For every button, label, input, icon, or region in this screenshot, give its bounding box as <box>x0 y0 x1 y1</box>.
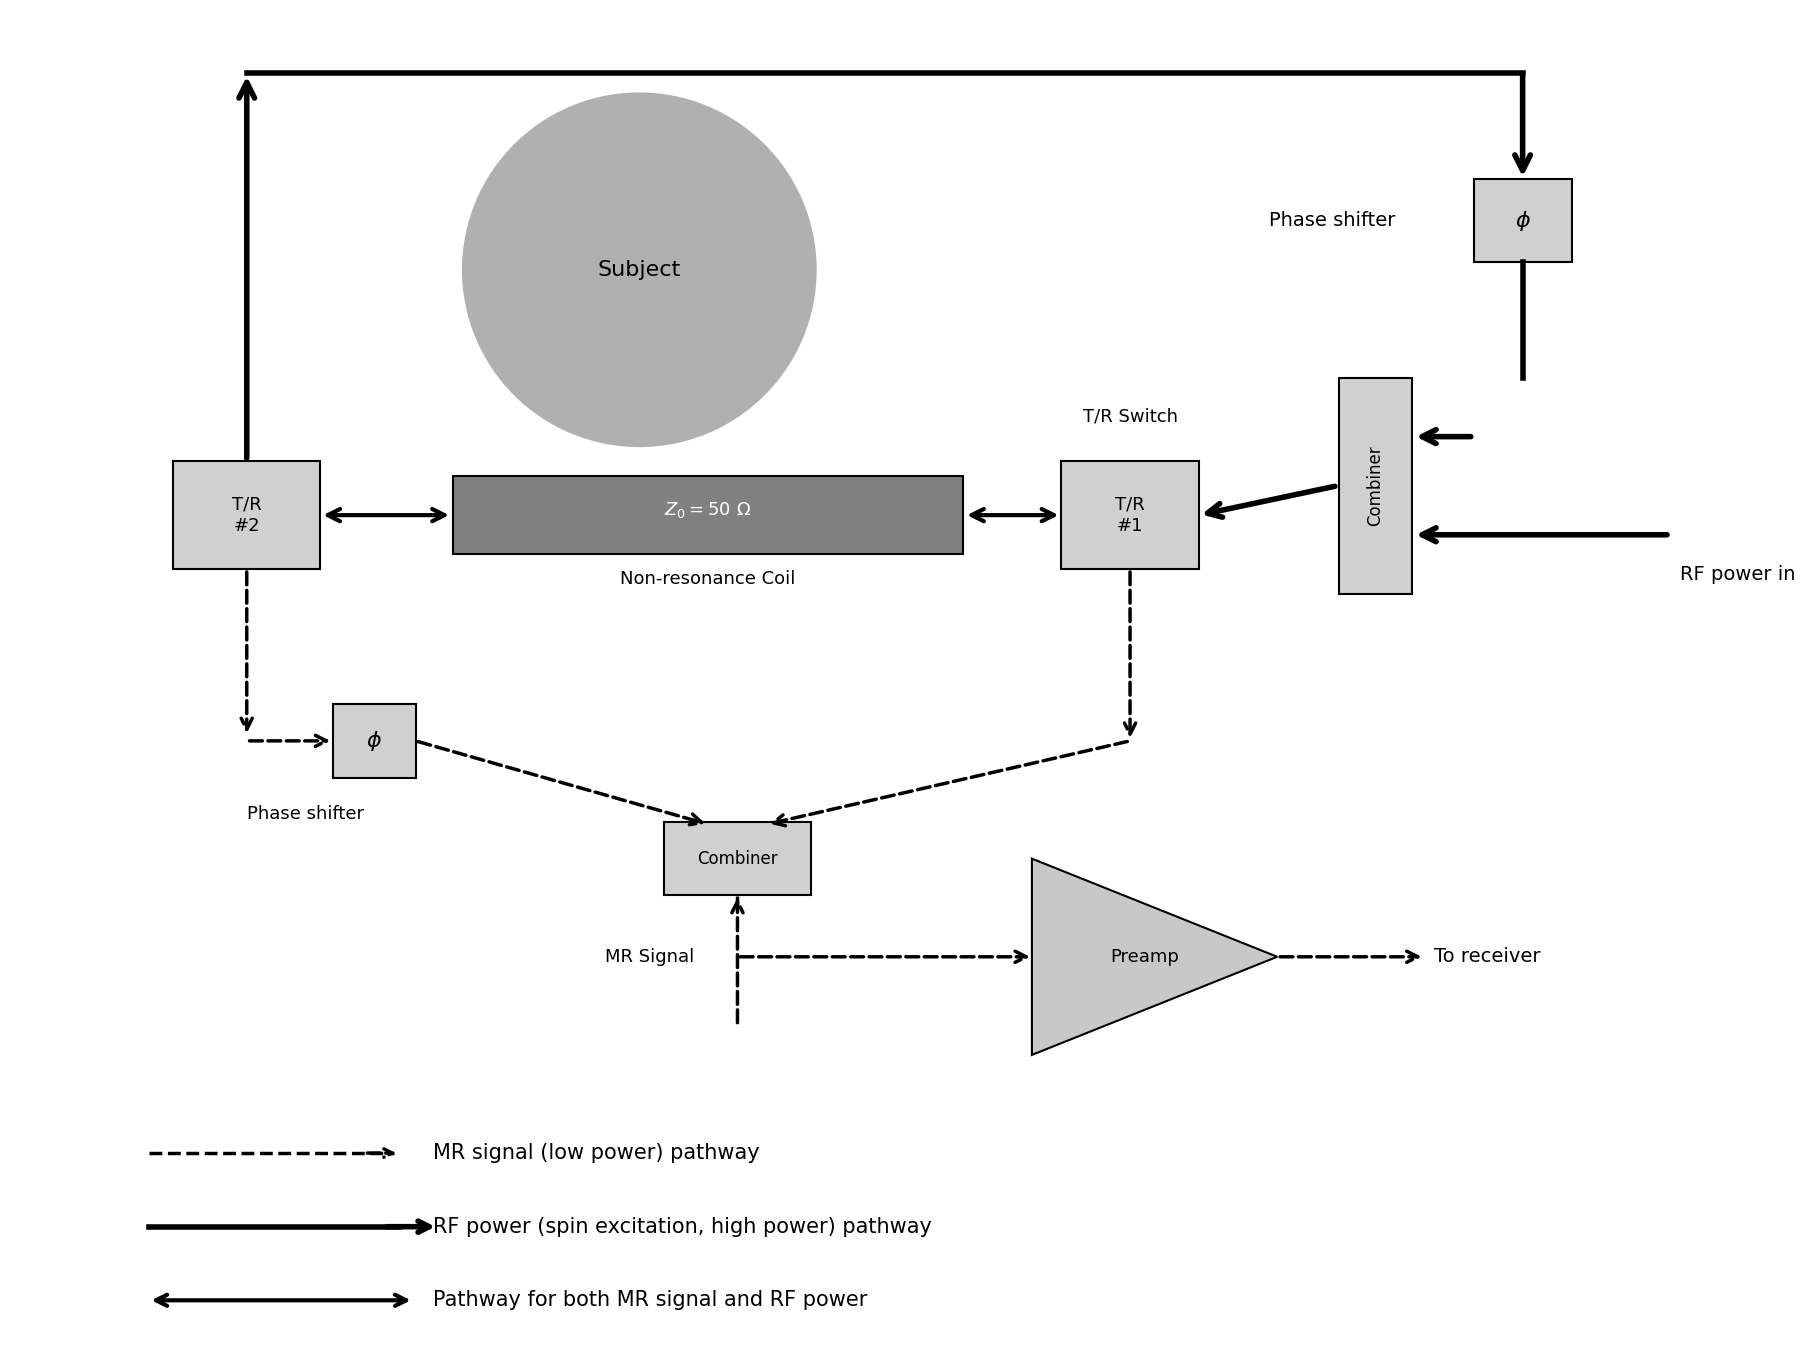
FancyBboxPatch shape <box>664 821 811 895</box>
Text: RF power (spin excitation, high power) pathway: RF power (spin excitation, high power) p… <box>434 1216 932 1237</box>
Text: RF power in: RF power in <box>1680 564 1796 583</box>
Text: MR signal (low power) pathway: MR signal (low power) pathway <box>434 1143 760 1163</box>
Text: $Z_0 = 50\ \Omega$: $Z_0 = 50\ \Omega$ <box>664 500 751 520</box>
Text: Pathway for both MR signal and RF power: Pathway for both MR signal and RF power <box>434 1290 867 1310</box>
Text: Combiner: Combiner <box>1366 445 1384 526</box>
Text: $\phi$: $\phi$ <box>1515 208 1531 233</box>
Text: T/R
#1: T/R #1 <box>1116 496 1145 534</box>
Text: Phase shifter: Phase shifter <box>247 805 365 824</box>
Text: Subject: Subject <box>597 260 680 279</box>
Text: To receiver: To receiver <box>1435 948 1540 966</box>
Text: Combiner: Combiner <box>697 850 778 868</box>
FancyBboxPatch shape <box>1061 462 1199 569</box>
Circle shape <box>463 93 816 447</box>
Polygon shape <box>1032 858 1277 1056</box>
Text: T/R Switch: T/R Switch <box>1083 409 1177 426</box>
Text: Preamp: Preamp <box>1110 948 1179 966</box>
FancyBboxPatch shape <box>454 475 963 554</box>
FancyBboxPatch shape <box>1473 178 1571 263</box>
Text: Non-resonance Coil: Non-resonance Coil <box>620 569 796 588</box>
Text: MR Signal: MR Signal <box>604 948 693 966</box>
Text: T/R
#2: T/R #2 <box>232 496 261 534</box>
Text: Phase shifter: Phase shifter <box>1268 211 1395 230</box>
Text: $\phi$: $\phi$ <box>366 729 383 753</box>
FancyBboxPatch shape <box>332 704 415 778</box>
FancyBboxPatch shape <box>1339 377 1413 594</box>
FancyBboxPatch shape <box>172 462 321 569</box>
